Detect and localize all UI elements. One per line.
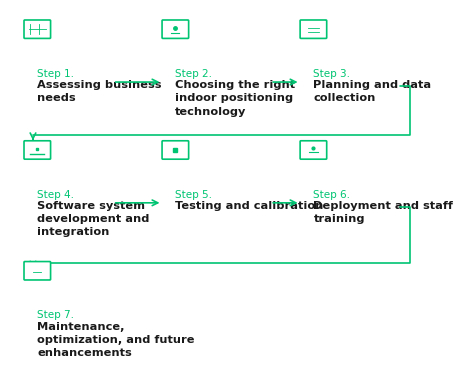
Text: Assessing business
needs: Assessing business needs	[37, 80, 162, 103]
Text: Step 7.: Step 7.	[37, 310, 74, 321]
Text: Testing and calibration: Testing and calibration	[175, 201, 324, 211]
Text: Step 5.: Step 5.	[175, 190, 212, 200]
Text: Deployment and staff
training: Deployment and staff training	[313, 201, 453, 224]
FancyBboxPatch shape	[24, 141, 51, 159]
Text: Step 4.: Step 4.	[37, 190, 74, 200]
Text: Step 6.: Step 6.	[313, 190, 350, 200]
Text: Planning and data
collection: Planning and data collection	[313, 80, 431, 103]
Text: Step 1.: Step 1.	[37, 69, 74, 79]
FancyBboxPatch shape	[300, 141, 327, 159]
Text: Step 2.: Step 2.	[175, 69, 212, 79]
FancyBboxPatch shape	[162, 141, 189, 159]
Text: Software system
development and
integration: Software system development and integrat…	[37, 201, 150, 237]
Text: Maintenance,
optimization, and future
enhancements: Maintenance, optimization, and future en…	[37, 322, 195, 358]
FancyBboxPatch shape	[162, 20, 189, 38]
FancyBboxPatch shape	[300, 20, 327, 38]
FancyBboxPatch shape	[24, 20, 51, 38]
Text: Choosing the right
indoor positioning
technology: Choosing the right indoor positioning te…	[175, 80, 295, 116]
Text: Step 3.: Step 3.	[313, 69, 350, 79]
FancyBboxPatch shape	[24, 262, 51, 280]
